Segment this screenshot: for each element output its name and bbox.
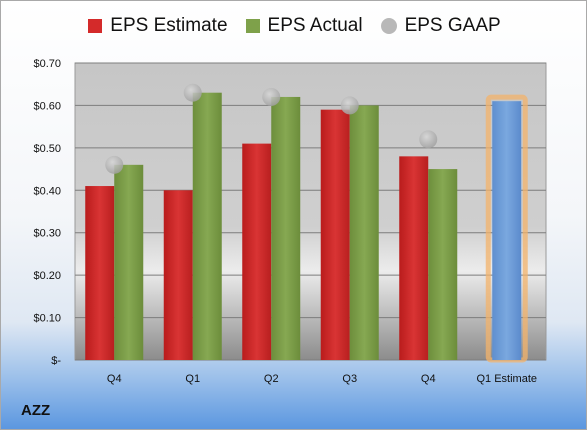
point-gaap [262,87,281,106]
bar-actual [428,169,458,360]
plot-area [74,62,547,361]
bar-estimate [242,143,272,360]
y-tick-label: $0.10 [33,313,61,325]
point-gaap [340,96,359,115]
x-tick-label: Q4 [107,373,122,385]
legend-item-gaap: EPS GAAP [380,15,501,37]
x-tick-label: Q1 Estimate [476,373,537,385]
point-gaap [105,155,124,174]
point-gaap [183,83,202,102]
bar-estimate [163,190,193,360]
bar-estimate [85,186,115,360]
y-tick-label: $0.40 [33,185,61,197]
point-gaap [419,130,438,149]
legend-swatch-gaap [380,18,397,34]
bar-actual [271,96,301,360]
y-tick-label: $- [51,355,61,367]
ticker-label: AZZ [21,402,51,419]
bar-actual [349,105,379,360]
legend-label-estimate: EPS Estimate [110,15,228,36]
y-tick-label: $0.50 [33,143,61,155]
bar-estimate [399,156,429,360]
bar-estimate [320,109,350,361]
x-tick-label: Q1 [185,373,200,385]
y-tick-label: $0.30 [33,228,61,240]
bar-forecast [492,101,522,360]
chart-legend: EPS Estimate EPS Actual EPS GAAP [1,15,586,37]
bar-actual [114,164,144,360]
legend-label-gaap: EPS GAAP [404,15,501,36]
y-tick-label: $0.20 [33,270,61,282]
legend-swatch-estimate [88,19,103,33]
bar-actual [192,92,222,360]
legend-swatch-actual [245,19,260,33]
x-tick-label: Q3 [342,373,357,385]
legend-label-actual: EPS Actual [267,15,363,36]
y-tick-label: $0.60 [33,100,61,112]
legend-item-actual: EPS Actual [245,15,363,37]
legend-item-estimate: EPS Estimate [88,15,228,37]
x-tick-label: Q2 [264,373,279,385]
y-tick-label: $0.70 [33,58,61,70]
x-tick-label: Q4 [421,373,436,385]
